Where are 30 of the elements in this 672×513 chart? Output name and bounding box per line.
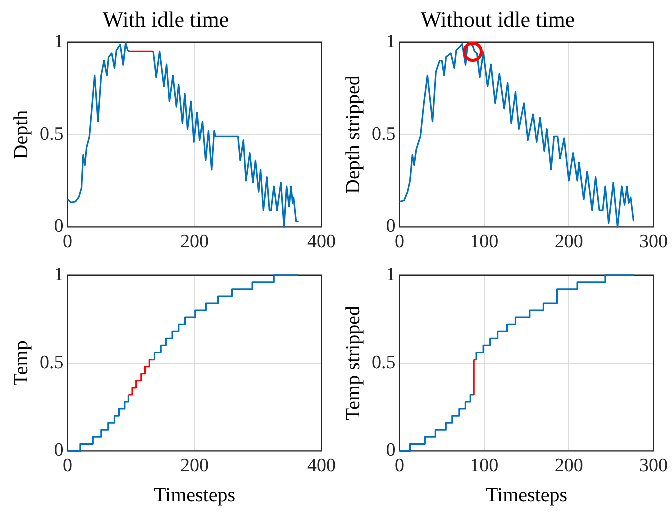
chart-title: With idle time bbox=[102, 6, 230, 32]
x-tick-label: 400 bbox=[308, 456, 336, 477]
y-axis-title: Depth bbox=[10, 110, 32, 160]
y-tick-label: 1 bbox=[386, 31, 396, 52]
y-axis-title: Depth stripped bbox=[342, 76, 364, 194]
y-axis-title: Temp bbox=[10, 340, 32, 386]
y-tick-label: 0.5 bbox=[40, 124, 64, 145]
x-tick-label: 200 bbox=[554, 232, 584, 253]
y-tick-label: 1 bbox=[54, 31, 64, 52]
x-tick-label: 100 bbox=[470, 232, 499, 253]
y-tick-label: 0 bbox=[54, 216, 64, 238]
chart-title: Without idle time bbox=[420, 6, 576, 32]
y-tick-label: 1 bbox=[54, 264, 64, 286]
x-tick-label: 400 bbox=[308, 232, 336, 253]
y-tick-label: 0.5 bbox=[40, 352, 64, 374]
y-tick-label: 0.5 bbox=[372, 124, 396, 145]
x-axis-title: Timesteps bbox=[486, 484, 568, 506]
y-tick-label: 0 bbox=[386, 440, 396, 462]
x-tick-label: 200 bbox=[180, 456, 209, 477]
x-tick-label: 200 bbox=[554, 456, 584, 477]
y-axis-title: Temp stripped bbox=[342, 306, 364, 421]
x-tick-label: 300 bbox=[640, 232, 668, 253]
x-tick-label: 300 bbox=[640, 456, 668, 477]
y-tick-label: 0.5 bbox=[372, 352, 396, 374]
x-tick-label: 100 bbox=[470, 456, 499, 477]
x-axis-title: Timesteps bbox=[154, 484, 236, 506]
x-tick-label: 200 bbox=[180, 232, 209, 253]
y-tick-label: 1 bbox=[386, 264, 396, 286]
y-tick-label: 0 bbox=[386, 216, 396, 238]
y-tick-label: 0 bbox=[54, 440, 64, 462]
